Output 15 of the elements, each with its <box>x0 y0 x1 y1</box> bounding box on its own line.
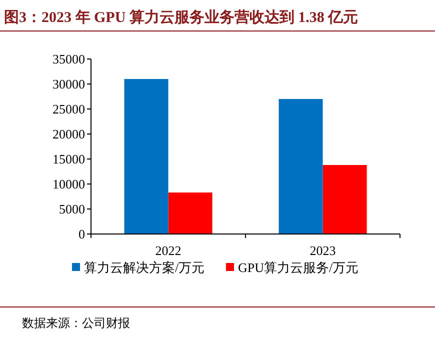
source-note: 数据来源：公司财报 <box>22 316 130 330</box>
y-tick-label: 20000 <box>52 126 85 142</box>
x-tick-label: 2022 <box>155 243 182 258</box>
y-tick-label: 25000 <box>52 102 85 116</box>
title: 图3：2023 年 GPU 算力云服务业务营收达到 1.38 亿元 <box>4 10 358 26</box>
legend-label: GPU算力云服务/万元 <box>238 260 359 275</box>
y-tick-label: 15000 <box>52 152 85 166</box>
y-tick-label: 5000 <box>59 202 85 216</box>
y-tick-label: 0 <box>78 226 85 242</box>
y-tick-label: 10000 <box>52 176 85 192</box>
plot: 0 5000 10000 15000 20000 25000 30000 35000 2022 2023 <box>52 52 400 258</box>
y-tick-label: 30000 <box>52 76 85 92</box>
legend-label: 算力云解决方案/万元 <box>84 260 205 275</box>
y-tick-label: 35000 <box>52 52 85 66</box>
x-tick-label: 2023 <box>310 243 336 258</box>
